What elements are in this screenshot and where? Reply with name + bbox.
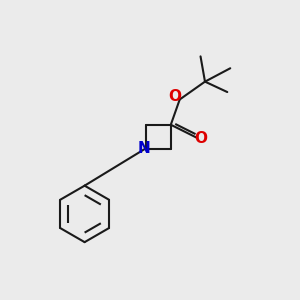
Text: O: O bbox=[195, 130, 208, 146]
Text: O: O bbox=[168, 89, 181, 104]
Text: N: N bbox=[138, 141, 150, 156]
